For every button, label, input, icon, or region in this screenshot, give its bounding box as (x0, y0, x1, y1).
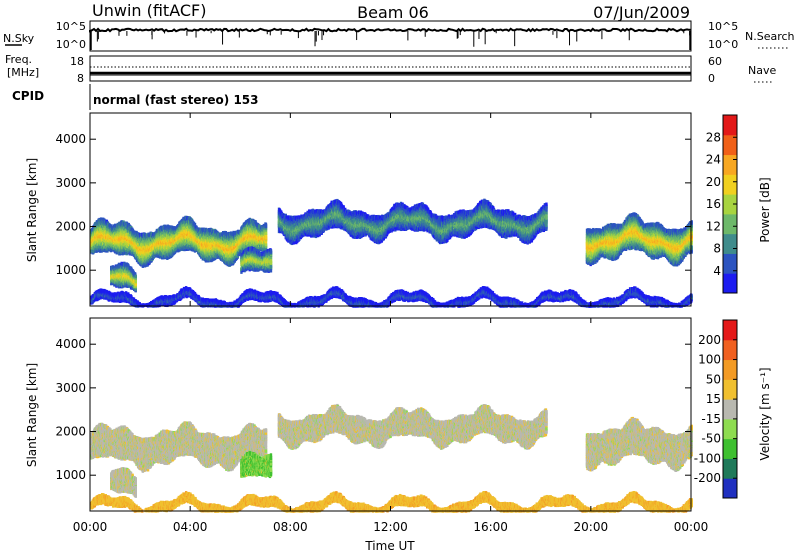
beam-title: Beam 06 (357, 3, 429, 22)
date-title: 07/Jun/2009 (593, 3, 690, 22)
nsearch-tick-bottom: 10^0 (708, 38, 738, 51)
cpid-label: CPID (12, 89, 44, 103)
nsky-trace (90, 29, 691, 50)
freq-unit-label: [MHz] (7, 66, 39, 79)
nsky-panel: N.Sky 10^5 10^0 10^5 10^0 N.Search (3, 20, 795, 51)
nsky-tick-top: 10^5 (56, 20, 86, 33)
nsky-tick-bottom: 10^0 (56, 38, 86, 51)
station-title: Unwin (fitACF) (92, 1, 206, 20)
freq-tick-top: 18 (70, 55, 84, 68)
freq-panel: Freq. [MHz] 18 8 60 0 Nave (5, 53, 776, 85)
nave-tick-top: 60 (708, 55, 722, 68)
cpid-panel: CPID normal (fast stereo) 153 (12, 84, 259, 110)
freq-label: Freq. (5, 53, 32, 66)
freq-tick-bottom: 8 (77, 72, 84, 85)
freq-trace (90, 67, 691, 75)
cpid-text: normal (fast stereo) 153 (93, 93, 259, 107)
nave-tick-bottom: 0 (708, 72, 715, 85)
power-echo-layer (90, 199, 693, 308)
nsky-line (90, 29, 691, 31)
nsky-label: N.Sky (3, 32, 35, 45)
nsearch-tick-top: 10^5 (708, 20, 738, 33)
nsearch-label: N.Search (745, 30, 795, 43)
radar-summary-plot: Unwin (fitACF) Beam 06 07/Jun/2009 N.Sky… (0, 0, 800, 554)
nave-label: Nave (748, 64, 776, 77)
